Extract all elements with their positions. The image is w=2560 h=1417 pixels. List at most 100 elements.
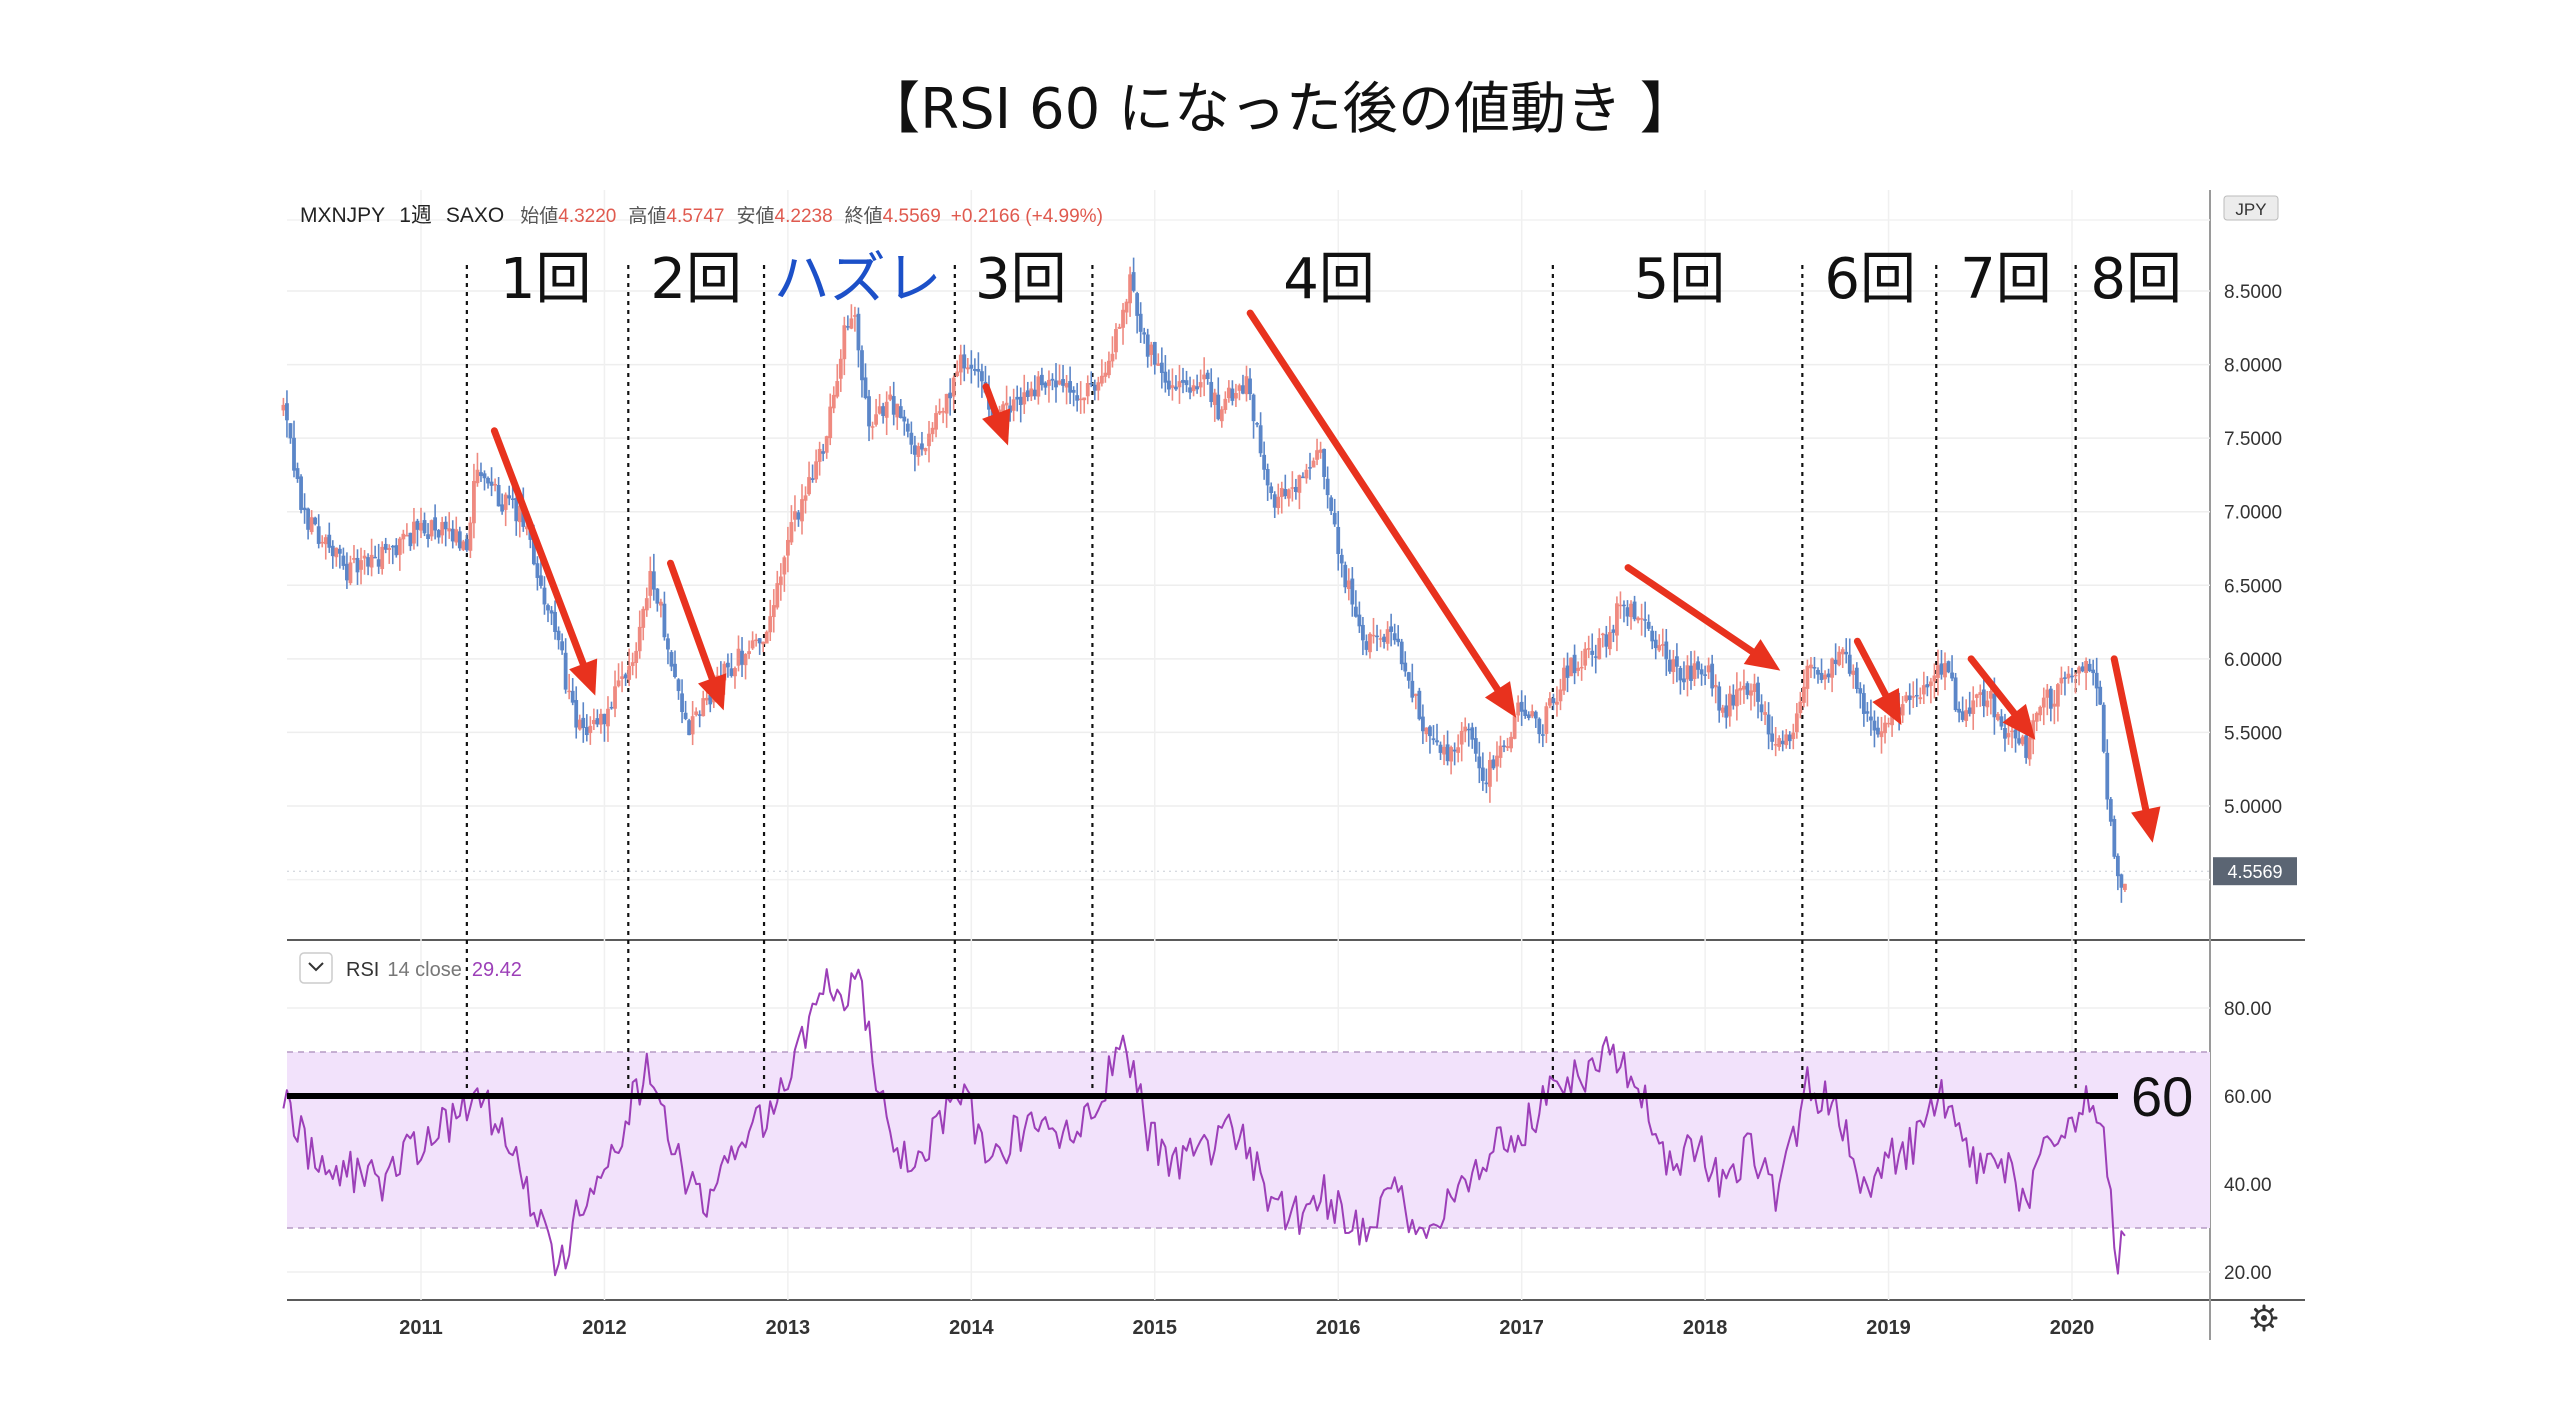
candle-body [856,313,861,351]
candle-body [2052,703,2057,707]
gear-icon[interactable] [2250,1304,2278,1332]
candle-body [1043,382,1048,388]
candle-body [948,392,953,399]
candle-body [606,708,610,727]
candle-body [1653,639,1658,649]
candle-body [1456,747,1461,753]
candle-body [870,426,875,428]
episode-label: 3回 [975,247,1067,312]
candle-body [461,541,466,550]
candle-body [1794,713,1799,733]
candle-body [1780,740,1785,745]
candle-body [1805,665,1810,689]
candle-body [1308,467,1312,469]
candle-body [1124,301,1129,313]
candle-body [817,448,822,462]
candle-body [980,371,984,382]
candle-body [1424,727,1429,735]
candle-body [1851,670,1856,675]
candle-body [327,534,332,548]
candle-body [2066,673,2071,679]
candle-body [1371,634,1376,637]
candle-body [306,508,311,530]
candle-body [1706,665,1711,673]
candle-body [355,557,360,573]
candle-body [2098,686,2103,705]
candle-body [602,713,607,725]
arrow-head [2002,703,2036,740]
candle-body [1202,374,1207,380]
candle-body [1022,392,1027,405]
candle-body [793,511,797,520]
candle-body [771,605,776,618]
price-tick-label: 6.0000 [2224,650,2282,671]
candle-body [436,530,441,538]
candle-body [1403,662,1408,672]
rsi-collapse-button[interactable] [299,952,333,984]
candle-body [648,571,653,596]
candle-body [1664,641,1669,660]
arrow-shaft [1853,637,1890,699]
candle-body [1974,694,1979,698]
candle-body [2006,733,2011,738]
open-value: 4.3220 [558,206,616,227]
candle-body [1212,392,1217,405]
candle-body [1449,747,1454,762]
candle-body [341,555,346,566]
candle-body [1988,691,1993,699]
candle-body [415,520,420,530]
candle-body [1787,734,1792,742]
candle-body [1304,469,1309,479]
candle-body [1674,656,1679,667]
candle-body [627,665,632,680]
candle-body [1844,651,1849,655]
time-tick-label: 2018 [1683,1317,1728,1339]
candle-body [2091,669,2096,674]
candle-body [1516,702,1521,716]
candle-body [1378,638,1383,640]
candle-body [1353,606,1358,617]
candle-body [366,557,370,567]
candle-body [1537,718,1542,735]
candle-body [546,605,550,611]
episode-label: 4回 [1283,247,1375,312]
candle-body [1015,396,1020,400]
candle-body [1435,740,1439,743]
candle-body [2038,706,2043,716]
candle-body [1117,326,1122,329]
candle-body [644,598,649,611]
candle-body [313,517,318,525]
candle-body [514,497,519,522]
currency-badge[interactable] [2223,195,2279,221]
candle-body [782,557,787,575]
candle-body [489,481,494,486]
candle-body [2063,677,2067,679]
candle-body [849,318,854,329]
candle-body [1061,379,1065,386]
candle-body [845,326,850,328]
candle-body [814,461,819,480]
candle-body [962,354,967,369]
candle-body [1255,423,1259,425]
candle-body [666,638,670,650]
candle-body [1611,629,1616,633]
candle-body [1110,353,1115,362]
candle-body [1099,375,1104,384]
candle-body [1269,486,1274,493]
candle-body [1784,734,1789,746]
price-tick-label: 8.5000 [2224,282,2282,303]
candle-body [2024,735,2029,758]
candle-body [1742,685,1746,690]
candle-body [1170,385,1175,388]
candle-body [1085,383,1090,397]
candle-body [412,521,416,544]
candle-body [419,522,423,531]
candle-body [669,652,674,667]
candle-body [2105,752,2110,800]
price-axis-ticks: 5.0000 5.5000 6.0000 6.5000 7.0000 7.5000 8.00… [2224,282,2282,818]
candle-body [1339,554,1344,564]
candle-body [1135,293,1140,316]
candle-body [1290,487,1295,489]
candle-body [295,468,300,479]
candle-body [1749,690,1753,696]
